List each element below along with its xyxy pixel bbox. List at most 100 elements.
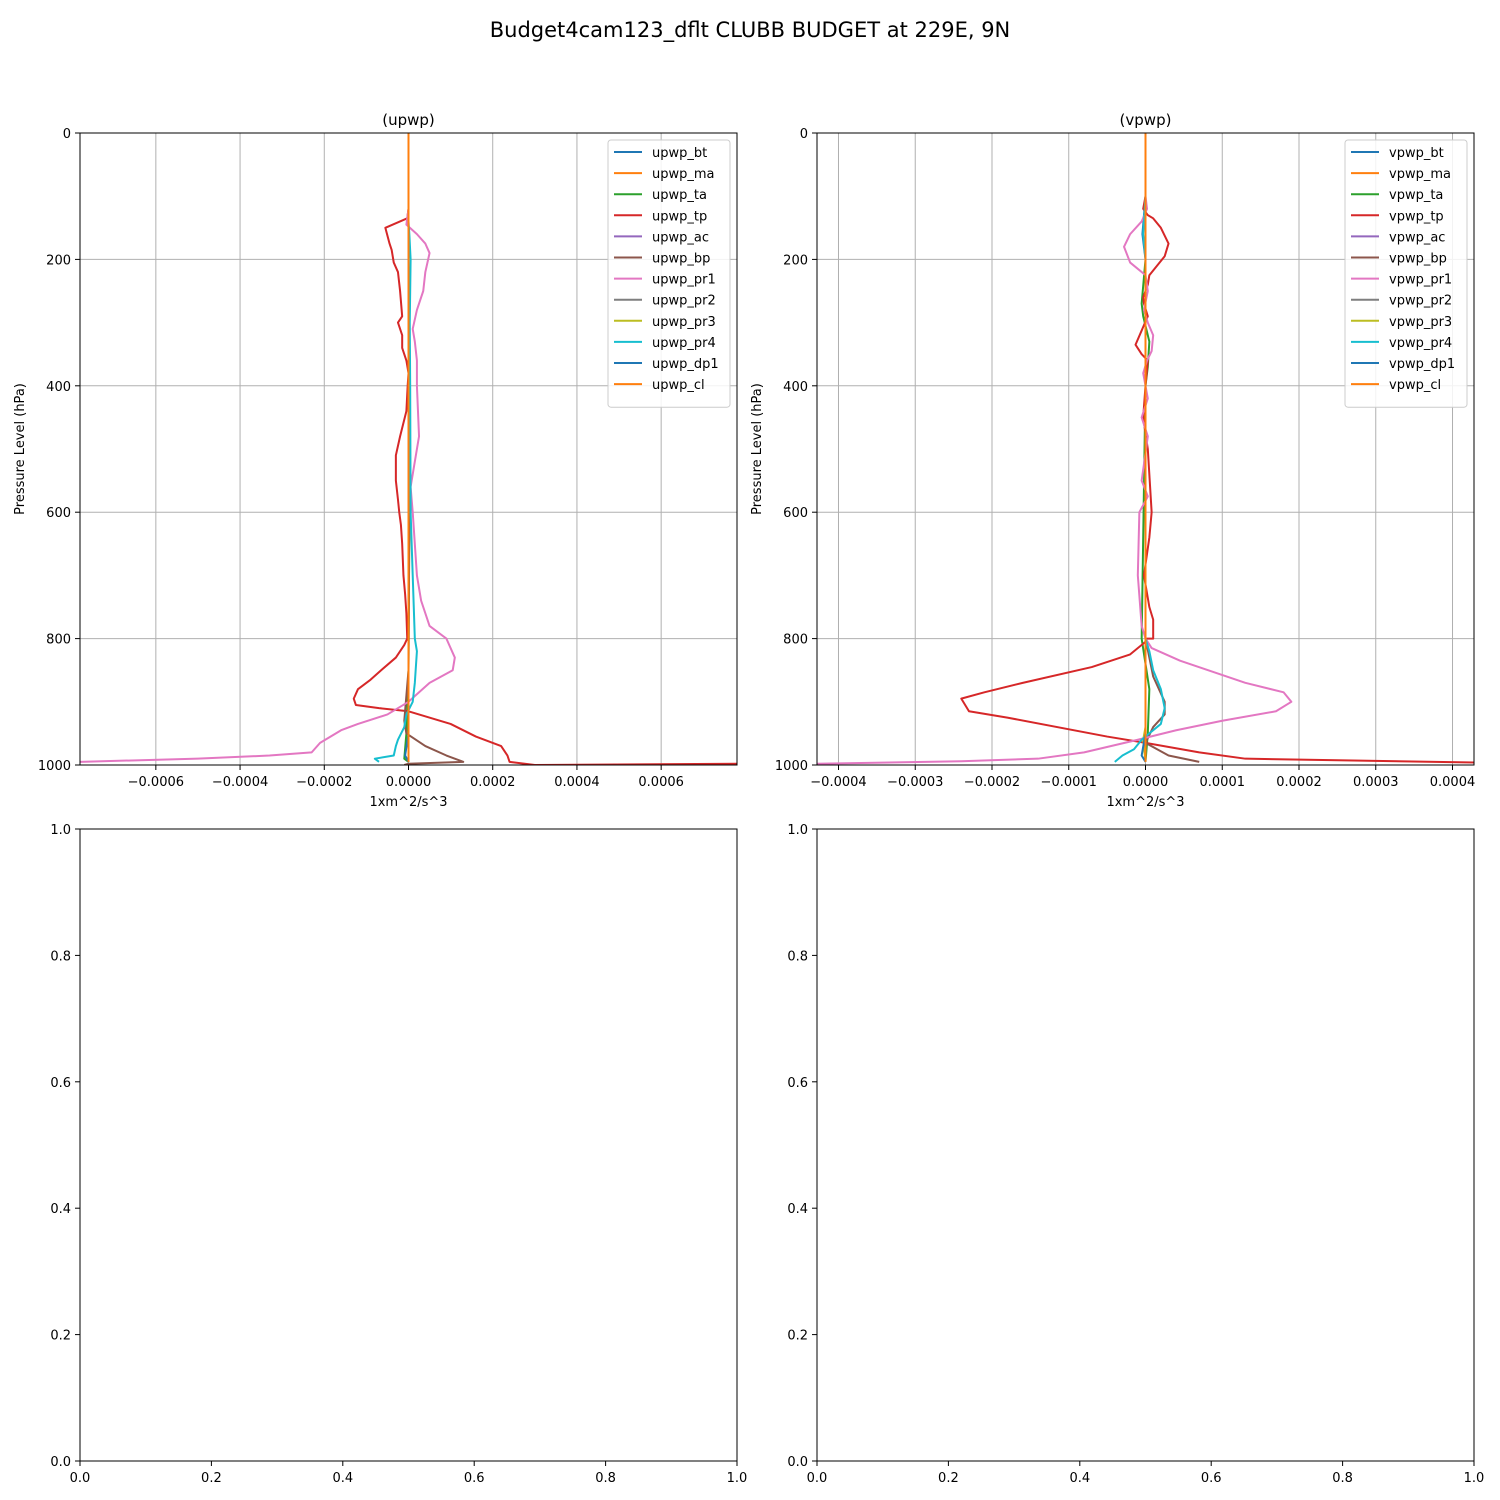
y-tick-label: 200 xyxy=(783,253,808,268)
legend-entry: upwp_pr2 xyxy=(652,294,716,309)
legend-entry: upwp_pr4 xyxy=(652,336,716,351)
y-tick-label: 0.0 xyxy=(50,1455,71,1470)
y-tick-label: 600 xyxy=(783,506,808,521)
x-tick-label: −0.0004 xyxy=(212,775,268,790)
series-line-upwp_pr1 xyxy=(80,133,456,763)
y-tick-label: 600 xyxy=(46,506,71,521)
x-tick-label: −0.0006 xyxy=(128,775,184,790)
y-axis-label: Pressure Level (hPa) xyxy=(750,383,765,515)
axes-frame xyxy=(79,828,738,1462)
x-tick-label: 0.0004 xyxy=(1430,775,1476,790)
y-tick-label: 0.2 xyxy=(787,1329,808,1344)
legend-entry: vpwp_bt xyxy=(1389,146,1444,161)
y-tick-label: 0 xyxy=(63,127,71,142)
legend-entry: upwp_ac xyxy=(652,230,709,245)
y-tick-label: 0.8 xyxy=(50,949,71,964)
x-tick-label: −0.0003 xyxy=(887,775,943,790)
subplot-3: 0.0 0.2 0.4 0.6 0.8 1.0 0.0 0.2 0.4 0.6 0.8 1.0 xyxy=(50,823,747,1486)
legend-entry: vpwp_cl xyxy=(1389,378,1441,393)
x-tick-label: 0.0001 xyxy=(1200,775,1246,790)
x-tick-label: 0.0002 xyxy=(470,775,516,790)
x-tick-label: 0.0000 xyxy=(386,775,432,790)
y-tick-label: 0 xyxy=(800,127,808,142)
legend-entry: upwp_dp1 xyxy=(652,357,719,372)
x-axis-label: 1xm^2/s^3 xyxy=(369,795,447,810)
y-tick-label: 1000 xyxy=(775,759,808,774)
legend-entry: upwp_bp xyxy=(652,252,710,267)
x-tick-label: −0.0002 xyxy=(964,775,1020,790)
x-tick-label: 0.4 xyxy=(1069,1471,1090,1486)
legend-entry: upwp_pr3 xyxy=(652,315,716,330)
legend-entry: vpwp_ac xyxy=(1389,230,1445,245)
series-group xyxy=(80,133,737,765)
x-tick-label: 0.8 xyxy=(1332,1471,1353,1486)
series-line-vpwp_pr4 xyxy=(1114,133,1166,763)
x-axis-label: 1xm^2/s^3 xyxy=(1106,795,1184,810)
x-tick-label: 1.0 xyxy=(727,1471,748,1486)
legend-entry: vpwp_pr4 xyxy=(1389,336,1452,351)
legend-entry: vpwp_pr1 xyxy=(1389,273,1452,288)
legend-entry: upwp_bt xyxy=(652,146,707,161)
legend-entry: upwp_tp xyxy=(652,209,707,224)
series-line-upwp_pr4 xyxy=(373,133,418,763)
axes-frame xyxy=(816,828,1475,1462)
legend-entry: vpwp_tp xyxy=(1389,209,1444,224)
legend: upwp_bt upwp_ma upwp_ta upwp_tp upwp_ac upwp_… xyxy=(607,139,731,408)
y-tick-label: 0.0 xyxy=(787,1455,808,1470)
legend-entry: vpwp_ta xyxy=(1389,188,1443,203)
y-tick-label: 0.4 xyxy=(50,1202,71,1217)
legend-entry: upwp_ta xyxy=(652,188,707,203)
legend-entry: upwp_cl xyxy=(652,378,705,393)
legend: vpwp_bt vpwp_ma vpwp_ta vpwp_tp vpwp_ac vpwp_… xyxy=(1344,139,1468,408)
x-tick-label: 0.2 xyxy=(201,1471,222,1486)
x-tick-label: 0.4 xyxy=(332,1471,353,1486)
y-tick-label: 0.8 xyxy=(787,949,808,964)
series-group xyxy=(817,133,1474,765)
y-tick-label: 0.6 xyxy=(50,1076,71,1091)
x-tick-label: 1.0 xyxy=(1464,1471,1485,1486)
legend-entry: upwp_pr1 xyxy=(652,273,716,288)
x-tick-label: −0.0001 xyxy=(1041,775,1097,790)
x-tick-label: −0.0002 xyxy=(296,775,352,790)
x-tick-label: 0.0003 xyxy=(1353,775,1399,790)
subplot-title: (upwp) xyxy=(382,111,435,129)
x-tick-label: 0.0000 xyxy=(1123,775,1169,790)
x-tick-label: 0.8 xyxy=(595,1471,616,1486)
legend-entry: vpwp_bp xyxy=(1389,252,1447,267)
y-tick-label: 1.0 xyxy=(787,823,808,838)
subplot-4: 0.0 0.2 0.4 0.6 0.8 1.0 0.0 0.2 0.4 0.6 0.8 1.0 xyxy=(787,823,1484,1486)
legend-box xyxy=(607,139,731,408)
y-tick-label: 0.2 xyxy=(50,1329,71,1344)
x-tick-label: 0.0002 xyxy=(1276,775,1322,790)
x-tick-label: 0.6 xyxy=(464,1471,485,1486)
legend-entry: upwp_ma xyxy=(652,167,715,182)
subplot-2: −0.0004 −0.0003 −0.0002 −0.0001 0.0000 0.0001… xyxy=(750,111,1476,810)
y-tick-label: 1000 xyxy=(38,759,71,774)
x-tick-label: 0.0 xyxy=(807,1471,828,1486)
y-tick-label: 400 xyxy=(46,380,71,395)
x-tick-label: 0.2 xyxy=(938,1471,959,1486)
y-axis-label: Pressure Level (hPa) xyxy=(13,383,28,515)
y-tick-label: 200 xyxy=(46,253,71,268)
y-tick-label: 0.6 xyxy=(787,1076,808,1091)
series-line-upwp_tp xyxy=(352,133,737,765)
legend-entry: vpwp_dp1 xyxy=(1389,357,1455,372)
y-tick-label: 800 xyxy=(46,633,71,648)
y-tick-label: 400 xyxy=(783,380,808,395)
figure-title: Budget4cam123_dflt CLUBB BUDGET at 229E,… xyxy=(490,18,1011,43)
series-line-vpwp_tp xyxy=(960,133,1474,764)
y-tick-label: 0.4 xyxy=(787,1202,808,1217)
legend-box xyxy=(1344,139,1468,408)
subplot-1: −0.0006 −0.0004 −0.0002 0.0000 0.0002 0.0004 0… xyxy=(13,111,738,810)
y-tick-label: 800 xyxy=(783,633,808,648)
series-line-vpwp_pr1 xyxy=(817,133,1293,765)
legend-entry: vpwp_ma xyxy=(1389,167,1451,182)
x-tick-label: −0.0004 xyxy=(810,775,866,790)
x-tick-label: 0.0004 xyxy=(554,775,600,790)
x-tick-label: 0.0006 xyxy=(638,775,684,790)
series-line-upwp_bp xyxy=(403,133,465,765)
legend-entry: vpwp_pr3 xyxy=(1389,315,1452,330)
subplot-title: (vpwp) xyxy=(1120,111,1172,129)
subplots: −0.0006 −0.0004 −0.0002 0.0000 0.0002 0.0004 0… xyxy=(13,111,1484,1486)
